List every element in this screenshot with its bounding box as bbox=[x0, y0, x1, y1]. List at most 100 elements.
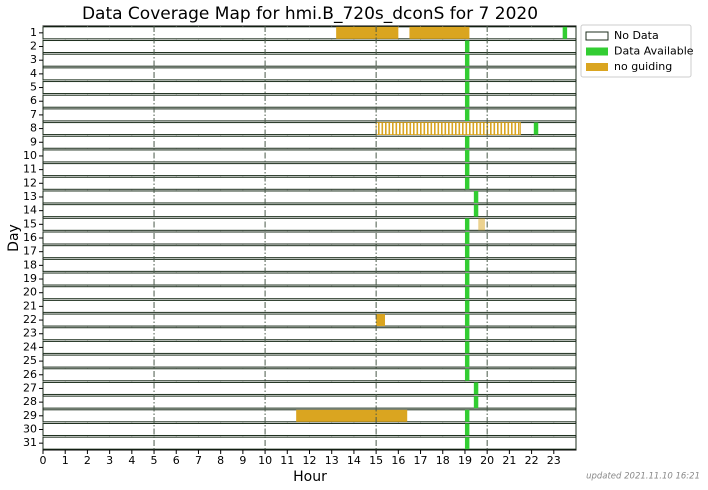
x-tick-label: 1 bbox=[62, 454, 69, 467]
segment bbox=[376, 314, 386, 327]
day-row bbox=[42, 53, 577, 67]
day-row bbox=[42, 395, 577, 409]
x-tick-label: 5 bbox=[151, 454, 158, 467]
legend-label: no guiding bbox=[614, 60, 672, 73]
segment bbox=[473, 382, 479, 395]
x-tick-label: 21 bbox=[502, 454, 516, 467]
y-tick-label: 28 bbox=[23, 395, 37, 408]
y-tick-label: 12 bbox=[23, 176, 37, 189]
day-row bbox=[42, 176, 577, 190]
day-row bbox=[42, 381, 577, 395]
segment bbox=[464, 286, 470, 299]
segment bbox=[464, 136, 470, 149]
y-tick-label: 19 bbox=[23, 272, 37, 285]
x-tick-label: 8 bbox=[217, 454, 224, 467]
day-row bbox=[42, 327, 577, 341]
chart-title: Data Coverage Map for hmi.B_720s_dconS f… bbox=[82, 4, 538, 24]
segment bbox=[464, 108, 470, 121]
day-row bbox=[42, 135, 577, 149]
y-tick-label: 2 bbox=[30, 40, 37, 53]
day-row bbox=[42, 204, 577, 218]
segment bbox=[336, 26, 399, 39]
day-row bbox=[42, 313, 577, 327]
y-tick-label: 11 bbox=[23, 163, 37, 176]
day-row bbox=[42, 67, 577, 81]
segment bbox=[464, 218, 470, 231]
segment bbox=[464, 232, 470, 244]
x-tick-label: 9 bbox=[239, 454, 246, 467]
x-tick-label: 10 bbox=[258, 454, 272, 467]
legend-swatch bbox=[586, 63, 608, 71]
x-tick-label: 12 bbox=[303, 454, 317, 467]
segment bbox=[464, 259, 470, 272]
x-tick-label: 11 bbox=[280, 454, 294, 467]
day-row bbox=[42, 272, 577, 286]
legend-swatch bbox=[585, 31, 609, 41]
y-tick-label: 30 bbox=[23, 422, 37, 435]
day-row bbox=[42, 108, 577, 122]
y-tick-label: 31 bbox=[23, 436, 37, 449]
day-row bbox=[42, 245, 577, 259]
y-tick-label: 6 bbox=[30, 94, 37, 107]
x-tick-label: 2 bbox=[84, 454, 91, 467]
x-axis-label: Hour bbox=[293, 469, 327, 485]
segment bbox=[464, 67, 470, 80]
segment bbox=[464, 423, 470, 436]
day-row bbox=[42, 340, 577, 354]
x-tick-label: 7 bbox=[195, 454, 202, 467]
segment bbox=[562, 26, 568, 39]
footnote: updated 2021.11.10 16:21 bbox=[586, 472, 700, 482]
legend-label: Data Available bbox=[614, 45, 694, 58]
x-tick-label: 22 bbox=[525, 454, 539, 467]
y-tick-label: 17 bbox=[23, 245, 37, 258]
x-tick-label: 16 bbox=[391, 454, 405, 467]
segment bbox=[464, 40, 470, 53]
segment bbox=[473, 396, 479, 409]
legend-label: No Data bbox=[614, 29, 659, 42]
day-row bbox=[42, 94, 577, 108]
day-row bbox=[42, 26, 577, 40]
y-axis-label: Day bbox=[6, 224, 22, 252]
y-tick-label: 14 bbox=[23, 204, 37, 217]
segment bbox=[464, 327, 470, 340]
segment bbox=[464, 341, 470, 354]
day-row bbox=[42, 299, 577, 313]
segment bbox=[464, 95, 470, 108]
day-row bbox=[42, 149, 577, 163]
y-tick-label: 15 bbox=[23, 217, 37, 230]
x-tick-label: 19 bbox=[458, 454, 472, 467]
day-row bbox=[42, 81, 577, 95]
segment bbox=[533, 122, 539, 135]
y-tick-label: 20 bbox=[23, 286, 37, 299]
day-row bbox=[42, 436, 577, 450]
x-tick-label: 4 bbox=[128, 454, 135, 467]
segment bbox=[464, 177, 470, 190]
segment bbox=[464, 149, 470, 162]
x-tick-label: 20 bbox=[480, 454, 494, 467]
day-row bbox=[42, 422, 577, 436]
y-tick-label: 25 bbox=[23, 354, 37, 367]
y-tick-label: 18 bbox=[23, 258, 37, 271]
day-row bbox=[42, 40, 577, 54]
segment bbox=[464, 54, 470, 67]
day-row bbox=[42, 258, 577, 272]
y-tick-label: 26 bbox=[23, 368, 37, 381]
y-tick-label: 24 bbox=[23, 340, 37, 353]
day-row bbox=[42, 286, 577, 300]
y-tick-label: 1 bbox=[30, 26, 37, 39]
day-row bbox=[42, 190, 577, 204]
y-tick-label: 9 bbox=[30, 135, 37, 148]
segment bbox=[478, 218, 485, 231]
day-row bbox=[42, 354, 577, 368]
y-tick-label: 22 bbox=[23, 313, 37, 326]
segment bbox=[296, 409, 408, 422]
x-tick-label: 18 bbox=[436, 454, 450, 467]
y-tick-label: 3 bbox=[30, 53, 37, 66]
segment bbox=[464, 368, 470, 381]
x-tick-label: 23 bbox=[547, 454, 561, 467]
segment bbox=[464, 273, 470, 286]
y-tick-label: 13 bbox=[23, 190, 37, 203]
y-tick-label: 5 bbox=[30, 81, 37, 94]
day-row bbox=[42, 163, 577, 177]
